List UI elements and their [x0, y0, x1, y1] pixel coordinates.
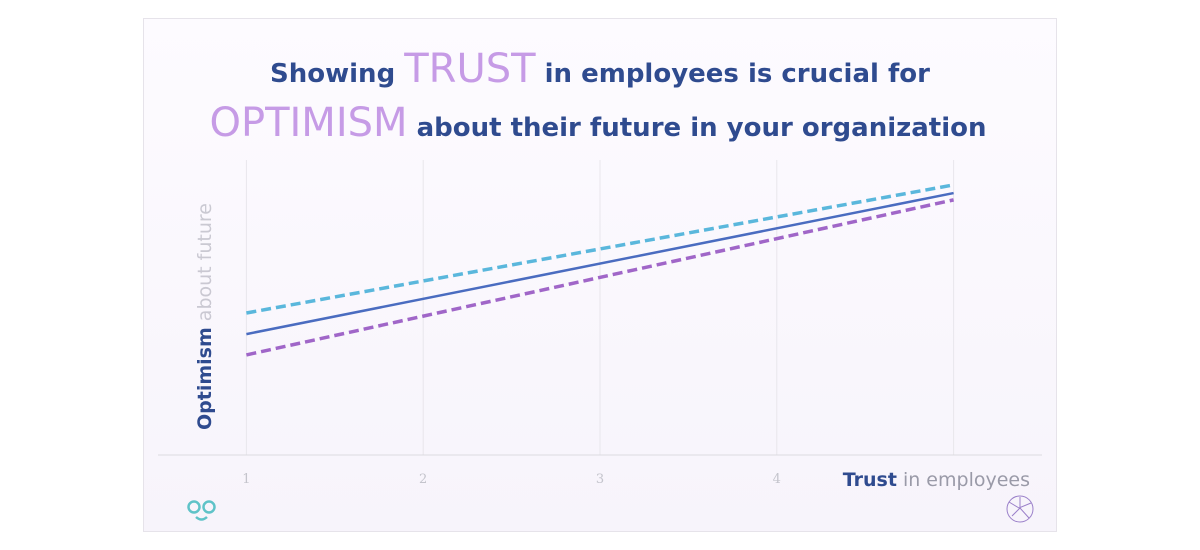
x-tick-label: 2 — [419, 472, 427, 487]
title-emphasis: OPTIMISM — [209, 100, 407, 146]
x-label-soft: in employees — [897, 469, 1030, 491]
logo-left — [187, 500, 216, 521]
series-line — [246, 191, 954, 336]
title-line-2: OPTIMISM about their future in your orga… — [209, 100, 986, 146]
x-tick-label: 3 — [596, 472, 604, 487]
x-label-strong: Trust — [843, 469, 897, 491]
x-tick-label: 1 — [242, 472, 250, 487]
x-axis-label: Trust in employees — [843, 469, 1030, 491]
title-part: about their future in your organization — [408, 113, 987, 143]
title-part: Showing — [270, 59, 404, 89]
plot: 1 2 3 4 — [158, 160, 1042, 487]
y-label-strong: Optimism — [194, 327, 216, 430]
y-axis-label: Optimism about future — [194, 203, 216, 430]
x-tick-label: 4 — [773, 472, 781, 487]
y-label-soft: about future — [194, 203, 216, 327]
title-emphasis: TRUST — [403, 46, 536, 92]
title-line-1: Showing TRUST in employees is crucial fo… — [270, 46, 930, 92]
logo-right — [1006, 495, 1034, 523]
series-line — [246, 198, 954, 357]
title-part: in employees is crucial for — [536, 59, 931, 89]
